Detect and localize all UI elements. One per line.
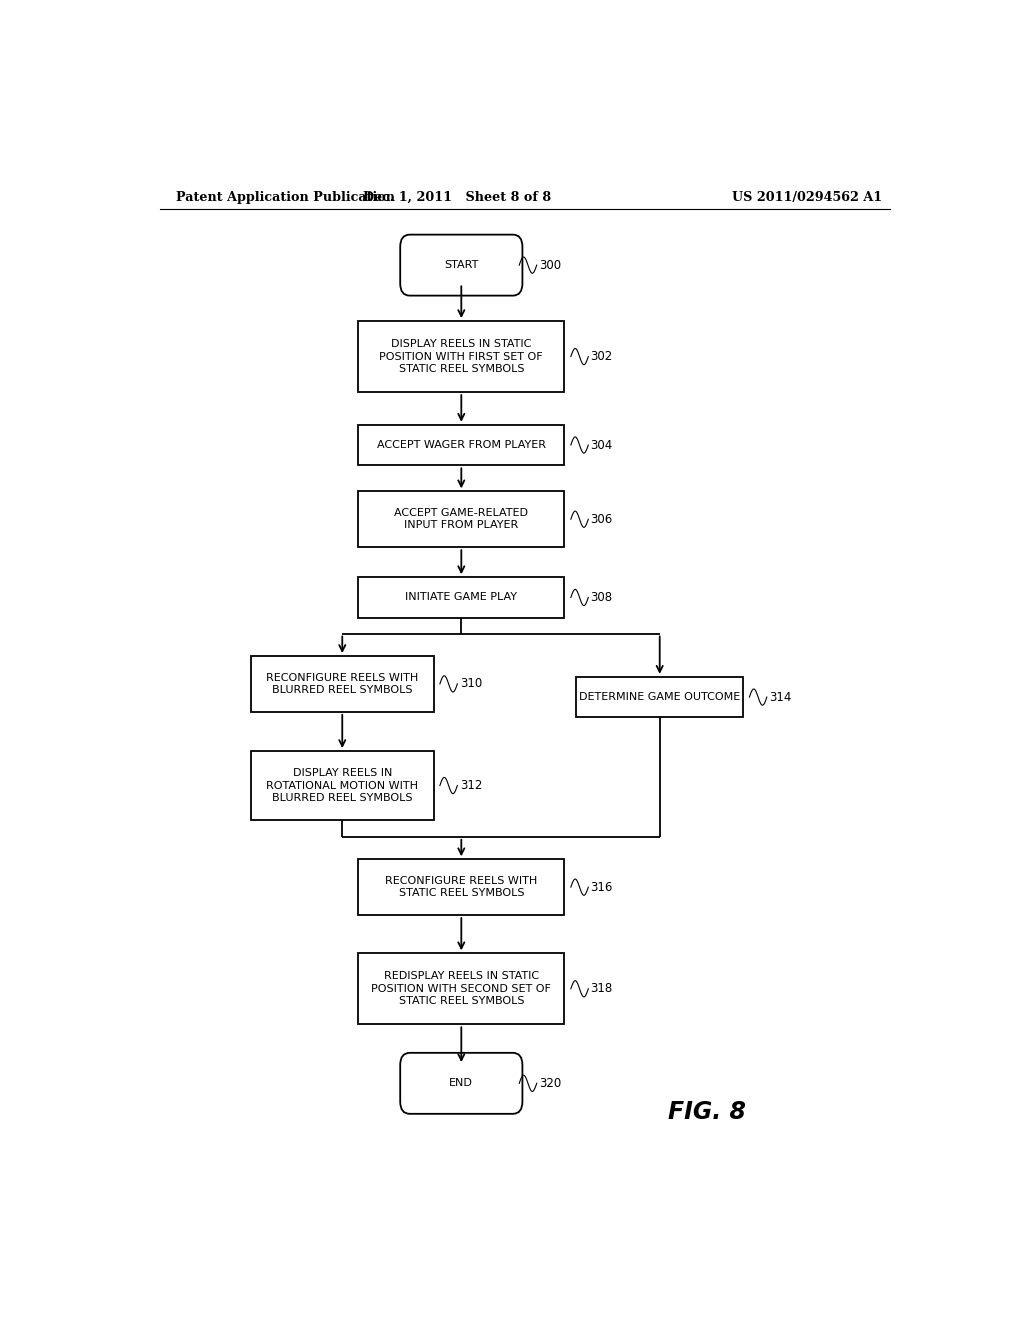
FancyBboxPatch shape — [358, 491, 564, 548]
Text: 308: 308 — [591, 591, 612, 605]
Text: 312: 312 — [460, 779, 482, 792]
Text: ACCEPT GAME-RELATED
INPUT FROM PLAYER: ACCEPT GAME-RELATED INPUT FROM PLAYER — [394, 508, 528, 531]
Text: 318: 318 — [591, 982, 613, 995]
Text: 302: 302 — [591, 350, 613, 363]
Text: 320: 320 — [539, 1077, 561, 1090]
Text: 300: 300 — [539, 259, 561, 272]
Text: Patent Application Publication: Patent Application Publication — [176, 190, 394, 203]
Text: 304: 304 — [591, 438, 613, 451]
Text: Dec. 1, 2011   Sheet 8 of 8: Dec. 1, 2011 Sheet 8 of 8 — [364, 190, 551, 203]
Text: 316: 316 — [591, 880, 613, 894]
Text: FIG. 8: FIG. 8 — [668, 1100, 745, 1123]
FancyBboxPatch shape — [577, 677, 743, 718]
Text: 306: 306 — [591, 512, 613, 525]
FancyBboxPatch shape — [251, 751, 433, 820]
Text: RECONFIGURE REELS WITH
STATIC REEL SYMBOLS: RECONFIGURE REELS WITH STATIC REEL SYMBO… — [385, 876, 538, 899]
FancyBboxPatch shape — [400, 235, 522, 296]
Text: DISPLAY REELS IN STATIC
POSITION WITH FIRST SET OF
STATIC REEL SYMBOLS: DISPLAY REELS IN STATIC POSITION WITH FI… — [380, 339, 543, 374]
Text: INITIATE GAME PLAY: INITIATE GAME PLAY — [406, 593, 517, 602]
Text: DISPLAY REELS IN
ROTATIONAL MOTION WITH
BLURRED REEL SYMBOLS: DISPLAY REELS IN ROTATIONAL MOTION WITH … — [266, 768, 418, 803]
Text: RECONFIGURE REELS WITH
BLURRED REEL SYMBOLS: RECONFIGURE REELS WITH BLURRED REEL SYMB… — [266, 673, 419, 696]
Text: ACCEPT WAGER FROM PLAYER: ACCEPT WAGER FROM PLAYER — [377, 440, 546, 450]
Text: REDISPLAY REELS IN STATIC
POSITION WITH SECOND SET OF
STATIC REEL SYMBOLS: REDISPLAY REELS IN STATIC POSITION WITH … — [372, 972, 551, 1006]
FancyBboxPatch shape — [358, 425, 564, 466]
FancyBboxPatch shape — [358, 321, 564, 392]
Text: DETERMINE GAME OUTCOME: DETERMINE GAME OUTCOME — [580, 692, 740, 702]
FancyBboxPatch shape — [251, 656, 433, 711]
Text: END: END — [450, 1078, 473, 1088]
FancyBboxPatch shape — [358, 859, 564, 915]
Text: 310: 310 — [460, 677, 482, 690]
FancyBboxPatch shape — [358, 577, 564, 618]
Text: 314: 314 — [769, 690, 792, 704]
Text: US 2011/0294562 A1: US 2011/0294562 A1 — [732, 190, 882, 203]
Text: START: START — [444, 260, 478, 271]
FancyBboxPatch shape — [400, 1053, 522, 1114]
FancyBboxPatch shape — [358, 953, 564, 1024]
